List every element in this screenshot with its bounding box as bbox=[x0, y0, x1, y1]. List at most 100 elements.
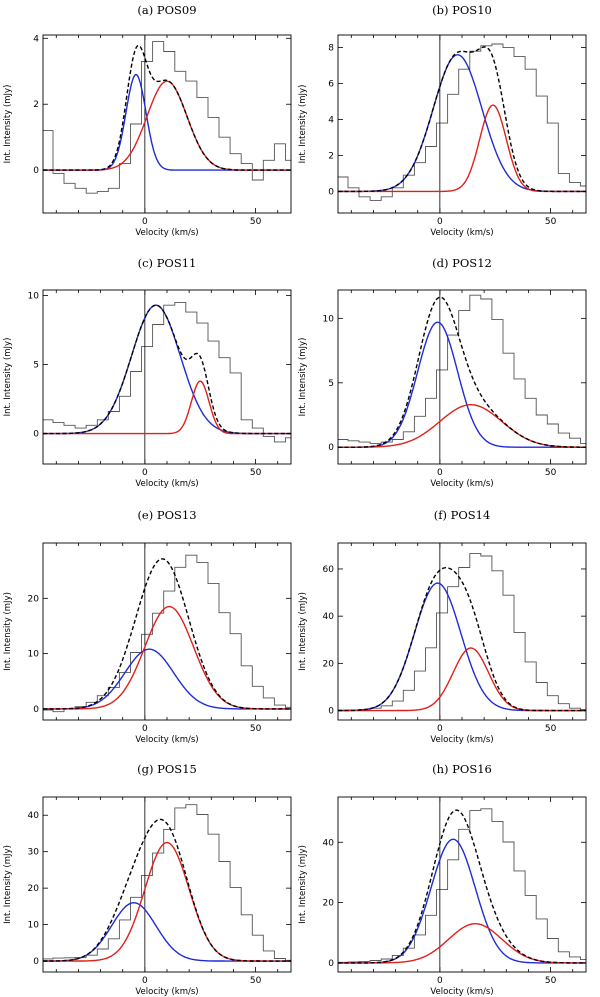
blue-component-curve bbox=[43, 74, 291, 171]
blue-component-curve bbox=[338, 582, 586, 712]
y-tick-label: 0 bbox=[328, 443, 334, 453]
plot-area bbox=[338, 290, 586, 464]
y-tick-label: 40 bbox=[323, 612, 335, 622]
plot-frame bbox=[42, 542, 292, 721]
observed-spectrum bbox=[338, 294, 586, 444]
panel-title: (c) POS11 bbox=[138, 256, 197, 270]
x-tick-label: 0 bbox=[437, 724, 443, 734]
x-tick-label: 0 bbox=[142, 976, 148, 986]
plot-area bbox=[43, 290, 291, 464]
plot-area bbox=[43, 543, 291, 720]
y-tick-label: 2 bbox=[328, 151, 334, 161]
x-axis-label: Velocity (km/s) bbox=[430, 228, 493, 238]
panel-title: (g) POS15 bbox=[137, 762, 197, 776]
observed-spectrum bbox=[338, 552, 586, 712]
y-tick-label: 20 bbox=[323, 659, 335, 669]
y-axis-label: Int. Intensity (mJy) bbox=[298, 338, 308, 417]
blue-component-curve bbox=[338, 838, 586, 964]
blue-component-curve bbox=[338, 321, 586, 448]
y-tick-label: 20 bbox=[28, 594, 40, 604]
total-fit-curve bbox=[43, 818, 291, 962]
panel-title: (a) POS09 bbox=[137, 3, 196, 17]
y-tick-label: 10 bbox=[28, 650, 40, 660]
plot-frame bbox=[42, 289, 292, 465]
red-component-curve bbox=[338, 104, 586, 193]
y-tick-label: 4 bbox=[33, 34, 39, 44]
panel-4: (e) POS13 0 10 20 0 50 Velocity (km/s) Int. Int… bbox=[3, 508, 292, 745]
total-fit-curve bbox=[43, 558, 291, 710]
y-tick-label: 0 bbox=[33, 166, 39, 176]
observed-spectrum bbox=[338, 43, 586, 201]
panel-title: (b) POS10 bbox=[432, 3, 492, 17]
plot-area bbox=[43, 35, 291, 213]
red-component-curve bbox=[43, 841, 291, 962]
blue-component-curve bbox=[43, 901, 291, 962]
y-tick-label: 2 bbox=[33, 100, 39, 110]
total-fit-curve bbox=[338, 296, 586, 448]
y-tick-label: 10 bbox=[28, 921, 40, 931]
y-axis-label: Int. Intensity (mJy) bbox=[298, 85, 308, 164]
y-tick-label: 40 bbox=[323, 838, 335, 848]
plot-frame bbox=[337, 542, 587, 721]
x-tick-label: 50 bbox=[545, 976, 557, 986]
x-tick-label: 50 bbox=[545, 468, 557, 478]
total-fit-curve bbox=[43, 44, 291, 171]
y-tick-label: 10 bbox=[323, 314, 335, 324]
plot-frame bbox=[337, 289, 587, 465]
y-axis-label: Int. Intensity (mJy) bbox=[298, 592, 308, 671]
x-axis-label: Velocity (km/s) bbox=[430, 479, 493, 489]
x-tick-label: 0 bbox=[437, 217, 443, 227]
x-axis-label: Velocity (km/s) bbox=[135, 479, 198, 489]
y-tick-label: 0 bbox=[328, 187, 334, 197]
y-axis-label: Int. Intensity (mJy) bbox=[3, 338, 13, 417]
panel-7: (h) POS16 0 20 40 0 50 Velocity (km/s) Int. Int… bbox=[298, 762, 587, 997]
y-tick-label: 0 bbox=[33, 705, 39, 715]
x-tick-label: 0 bbox=[437, 468, 443, 478]
y-tick-label: 0 bbox=[33, 957, 39, 967]
y-axis-label: Int. Intensity (mJy) bbox=[3, 592, 13, 671]
y-axis-label: Int. Intensity (mJy) bbox=[3, 85, 13, 164]
total-fit-curve bbox=[338, 46, 586, 193]
y-tick-label: 20 bbox=[28, 884, 40, 894]
y-axis-label: Int. Intensity (mJy) bbox=[298, 845, 308, 924]
y-tick-label: 0 bbox=[328, 707, 334, 717]
observed-spectrum bbox=[43, 41, 291, 194]
y-tick-label: 0 bbox=[33, 430, 39, 440]
y-tick-label: 30 bbox=[28, 848, 40, 858]
panel-6: (g) POS15 0 10 20 30 40 0 50 Velocity (km/s) Int.… bbox=[3, 762, 292, 997]
panel-1: (b) POS10 0 2 4 6 8 0 50 Velocity (km/s) Int. Int… bbox=[298, 3, 587, 238]
y-tick-label: 8 bbox=[328, 44, 334, 54]
red-component-curve bbox=[43, 80, 291, 171]
total-fit-curve bbox=[43, 304, 291, 435]
red-component-curve bbox=[338, 404, 586, 448]
x-axis-label: Velocity (km/s) bbox=[135, 987, 198, 997]
total-fit-curve bbox=[338, 809, 586, 964]
total-fit-curve bbox=[338, 566, 586, 712]
x-tick-label: 0 bbox=[142, 217, 148, 227]
x-axis-label: Velocity (km/s) bbox=[430, 735, 493, 745]
panel-2: (c) POS11 0 5 10 0 50 Velocity (km/s) Int. Inte… bbox=[3, 256, 292, 489]
panel-title: (d) POS12 bbox=[432, 256, 492, 270]
red-component-curve bbox=[43, 380, 291, 435]
y-tick-label: 40 bbox=[28, 811, 40, 821]
panel-0: (a) POS09 0 2 4 0 50 Velocity (km/s) Int. Inten… bbox=[3, 3, 292, 238]
y-tick-label: 5 bbox=[33, 361, 39, 371]
x-axis-label: Velocity (km/s) bbox=[135, 735, 198, 745]
x-axis-label: Velocity (km/s) bbox=[430, 987, 493, 997]
plot-area bbox=[338, 543, 586, 720]
panel-title: (f) POS14 bbox=[434, 508, 491, 522]
y-tick-label: 60 bbox=[323, 565, 335, 575]
blue-component-curve bbox=[43, 648, 291, 710]
x-tick-label: 0 bbox=[437, 976, 443, 986]
y-tick-label: 4 bbox=[328, 116, 334, 126]
plot-area bbox=[43, 797, 291, 972]
x-tick-label: 50 bbox=[545, 217, 557, 227]
panel-title: (h) POS16 bbox=[432, 762, 492, 776]
x-tick-label: 0 bbox=[142, 724, 148, 734]
observed-spectrum bbox=[43, 804, 291, 961]
y-tick-label: 20 bbox=[323, 899, 335, 909]
panel-title: (e) POS13 bbox=[137, 508, 196, 522]
y-axis-label: Int. Intensity (mJy) bbox=[3, 845, 13, 924]
observed-spectrum bbox=[338, 808, 586, 963]
